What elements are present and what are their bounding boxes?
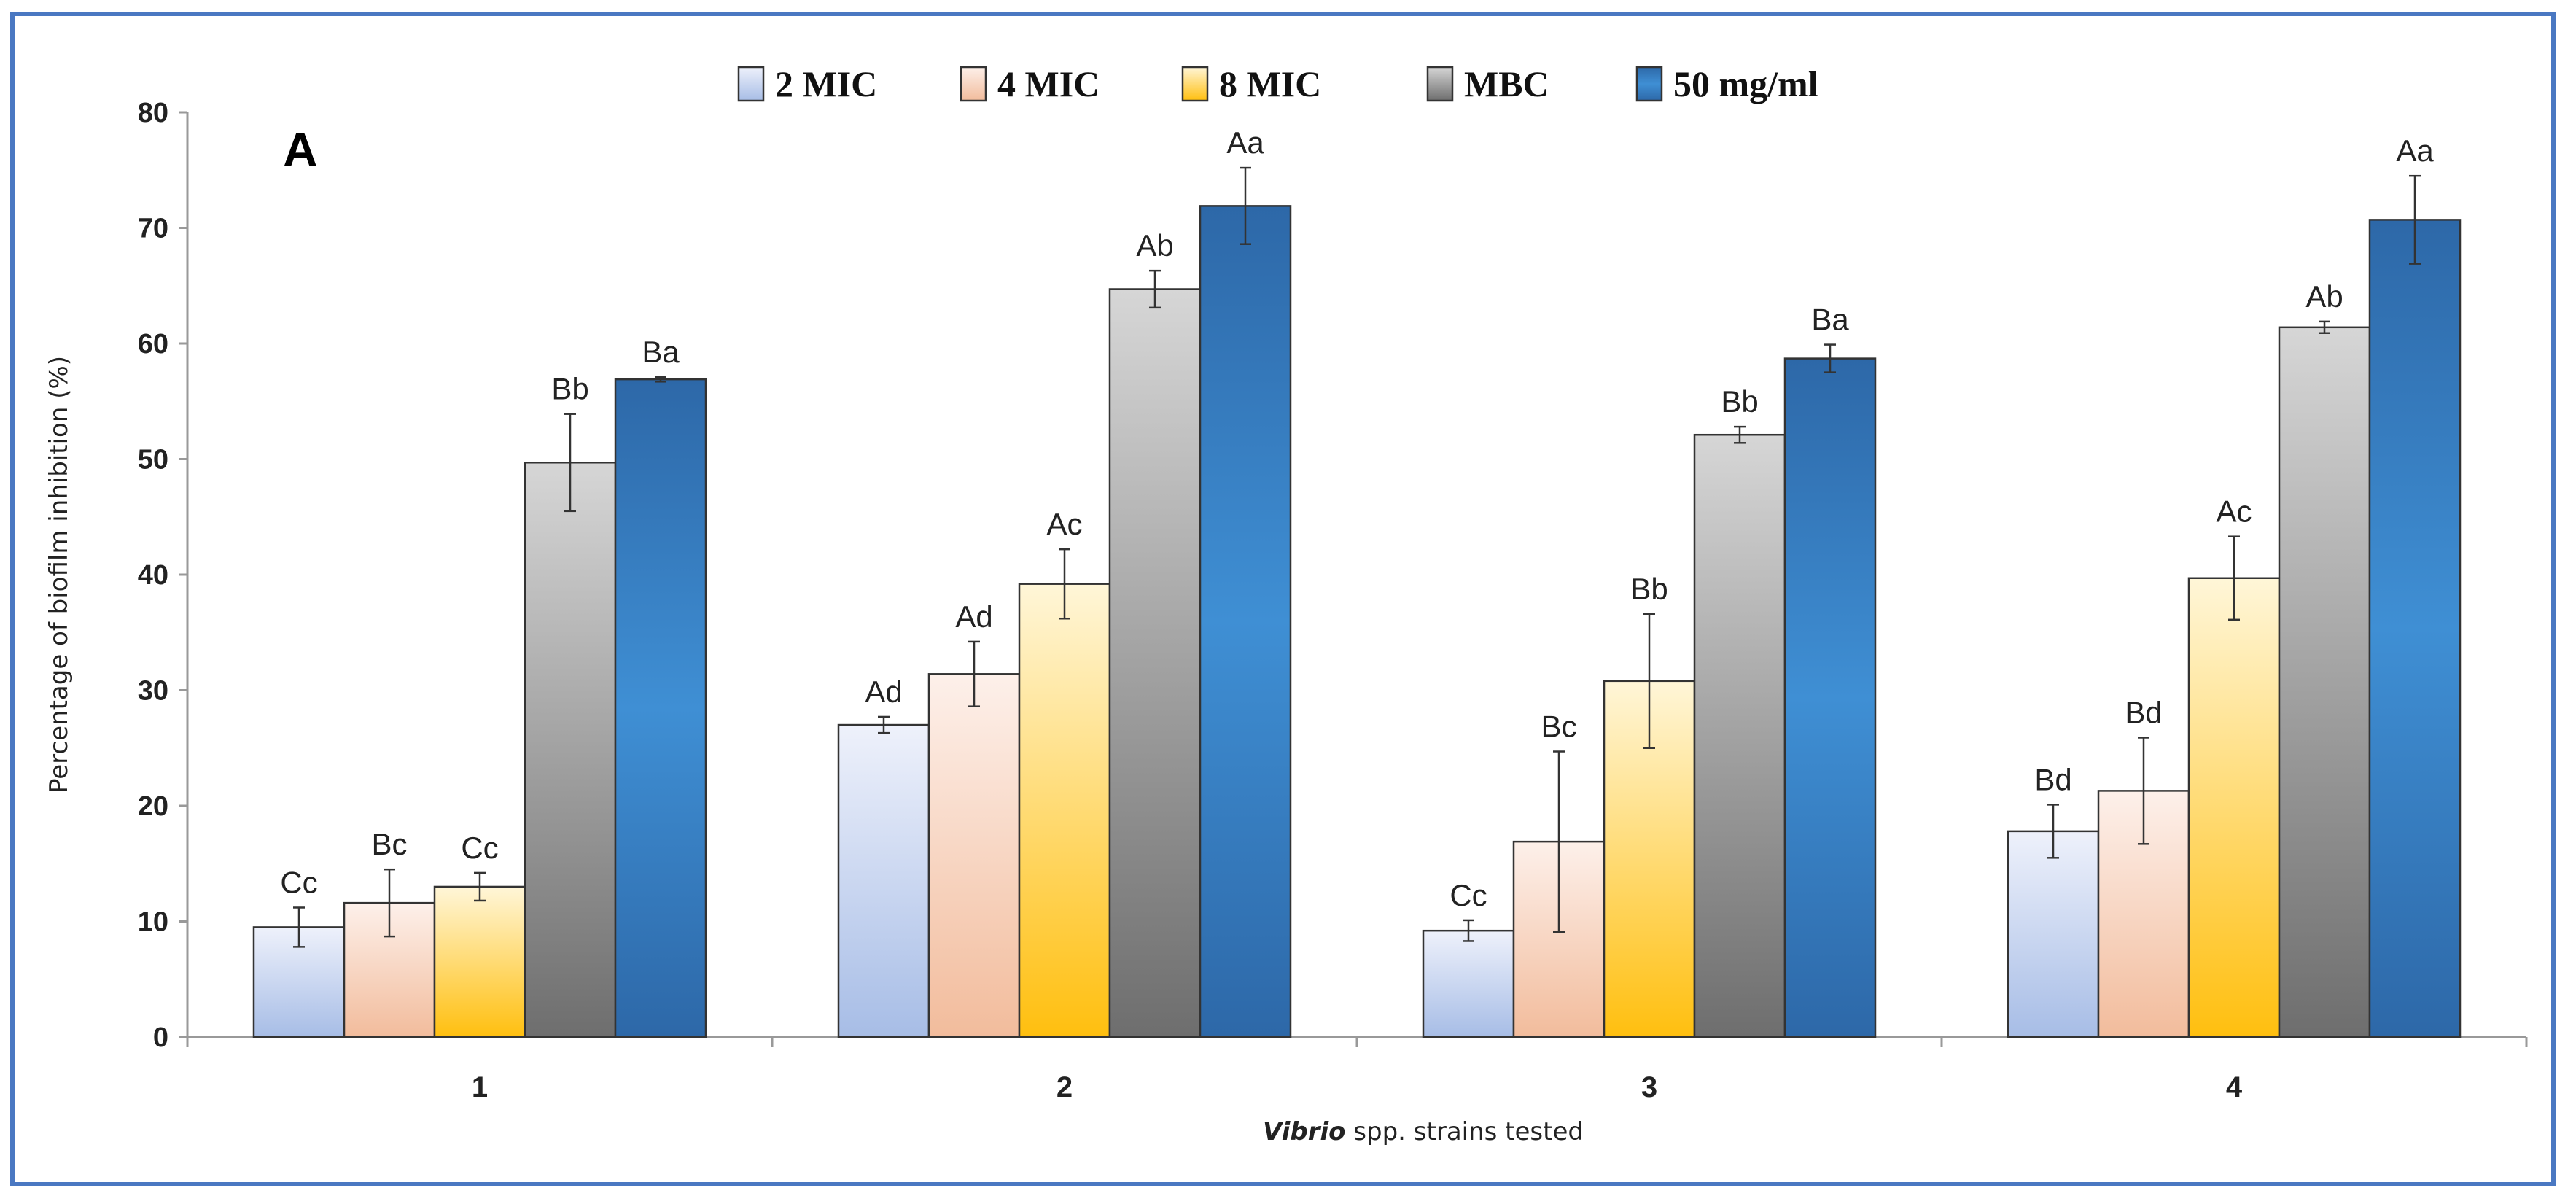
bar-2-mic-strain-4 [2007, 830, 2100, 1038]
y-tick-label: 70 [138, 214, 168, 244]
y-tick-label: 80 [138, 98, 168, 128]
error-bar [2138, 737, 2149, 845]
x-axis: 1 2 3 4 [186, 1036, 2528, 1103]
bar-mbc-strain-3 [1693, 433, 1786, 1038]
bar-8-mic-strain-3 [1603, 680, 1696, 1038]
bar-significance-label: Bc [371, 827, 407, 861]
bar-8-mic-strain-2 [1018, 583, 1111, 1038]
error-bar [293, 906, 305, 948]
legend-swatch [1181, 66, 1209, 102]
error-bar [1149, 269, 1161, 309]
bar-labels: Cc Bc Cc Bb Ba Ad Ad Ac Ab Aa Cc Bc Bb Bb Ba Bd Bd Ac Ab Aa [280, 125, 2434, 912]
error-bar [1059, 548, 1070, 620]
legend-swatch [1426, 66, 1454, 102]
bar-significance-label: Ab [2305, 279, 2343, 314]
bar-significance-label: Ac [1046, 507, 1082, 541]
error-bar [384, 868, 395, 938]
bar-significance-label: Cc [461, 831, 498, 865]
legend-label: 50 mg/ml [1673, 63, 1818, 104]
error-bar [1734, 425, 1746, 444]
bars [252, 166, 2462, 1038]
legend-label: 2 MIC [775, 63, 877, 104]
y-tick-label: 10 [138, 907, 168, 938]
legend-label: MBC [1464, 63, 1549, 104]
bar-significance-label: Aa [1226, 125, 1264, 160]
legend-swatch [1635, 66, 1663, 102]
x-tick-label: 2 [1057, 1071, 1073, 1103]
bar-2-mic-strain-3 [1422, 929, 1515, 1038]
legend-label: 8 MIC [1219, 63, 1321, 104]
error-bar [2319, 320, 2330, 334]
bar-significance-label: Aa [2396, 133, 2434, 168]
error-bar [474, 871, 486, 902]
bar-significance-label: Ad [865, 675, 902, 709]
bar-2-mic-strain-2 [837, 723, 930, 1038]
bar-8-mic-strain-4 [2187, 577, 2281, 1038]
y-axis-title: Percentage of biofilm inhibition (%) [44, 356, 74, 793]
bar-50-mg-ml-strain-1 [614, 378, 707, 1038]
legend-item-4-mic: 4 MIC [960, 63, 1100, 104]
bar-mbc-strain-1 [524, 462, 617, 1038]
y-tick-label: 0 [153, 1022, 168, 1053]
y-tick-label: 30 [138, 676, 168, 707]
bar-significance-label: Ac [2216, 494, 2252, 529]
error-bar [1643, 613, 1655, 749]
bar-significance-label: Cc [280, 865, 317, 899]
bar-significance-label: Ad [955, 599, 992, 634]
panel-label: A [283, 123, 318, 176]
error-bar [1240, 166, 1251, 245]
x-axis-title: Vibrio spp. strains tested [1263, 1117, 1584, 1146]
legend: 2 MIC 4 MIC 8 MIC MBC 50 mg/ml [737, 63, 1818, 104]
bar-8-mic-strain-1 [433, 885, 526, 1038]
x-tick-label: 3 [1641, 1071, 1657, 1103]
bar-significance-label: Bb [551, 372, 588, 406]
bar-significance-label: Ba [1811, 303, 1849, 337]
bar-significance-label: Ba [642, 335, 680, 369]
y-axis: 0 10 20 30 40 50 60 70 80 [138, 98, 189, 1053]
error-bar [2228, 535, 2240, 621]
legend-label: 4 MIC [997, 63, 1100, 104]
x-axis-title-genus: Vibrio [1263, 1117, 1346, 1146]
bar-50-mg-ml-strain-4 [2368, 219, 2462, 1038]
error-bar [1553, 750, 1565, 933]
error-bar [968, 640, 980, 707]
x-tick-label: 4 [2226, 1071, 2243, 1103]
error-bar [564, 413, 576, 513]
legend-swatch [737, 66, 765, 102]
x-tick-label: 1 [472, 1071, 488, 1103]
legend-item-mbc: MBC [1426, 63, 1549, 104]
bar-significance-label: Bd [2125, 695, 2162, 729]
legend-item-8-mic: 8 MIC [1181, 63, 1321, 104]
x-axis-title-rest: spp. strains tested [1346, 1117, 1584, 1146]
bar-significance-label: Bb [1630, 572, 1668, 606]
bar-mbc-strain-2 [1108, 288, 1202, 1038]
bar-significance-label: Bd [2034, 762, 2071, 796]
y-tick-label: 20 [138, 791, 168, 822]
legend-item-2-mic: 2 MIC [737, 63, 877, 104]
error-bar [1463, 919, 1474, 942]
bar-significance-label: Bc [1541, 710, 1576, 744]
bar-50-mg-ml-strain-2 [1199, 205, 1292, 1038]
error-bar [2047, 804, 2059, 859]
bar-significance-label: Cc [1450, 878, 1487, 912]
legend-swatch [960, 66, 987, 102]
error-bar [878, 715, 890, 734]
y-tick-label: 40 [138, 560, 168, 591]
bar-mbc-strain-4 [2278, 326, 2371, 1038]
bar-4-mic-strain-2 [927, 673, 1021, 1038]
error-bar [1824, 343, 1836, 373]
error-bar [2409, 174, 2421, 265]
error-bar [655, 376, 666, 383]
bar-significance-label: Ab [1136, 228, 1173, 263]
y-tick-label: 50 [138, 445, 168, 475]
legend-item-50-mg-ml: 50 mg/ml [1635, 63, 1818, 104]
bar-50-mg-ml-strain-3 [1783, 357, 1877, 1038]
y-tick-label: 60 [138, 329, 168, 360]
bar-significance-label: Bb [1721, 384, 1758, 419]
